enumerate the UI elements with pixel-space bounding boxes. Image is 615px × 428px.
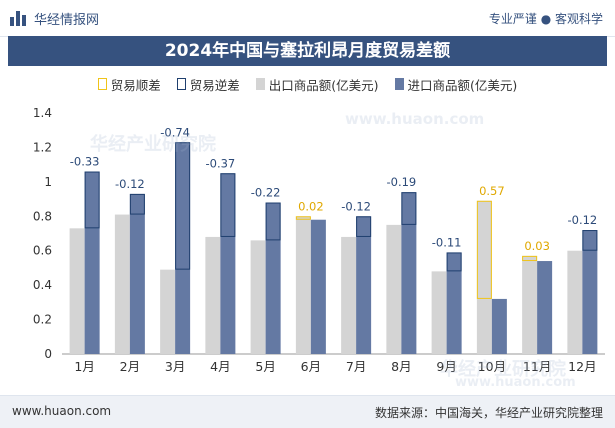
x-tick-label: 5月	[255, 359, 275, 374]
balance-label: -0.22	[251, 186, 281, 200]
x-tick-label: 8月	[391, 359, 411, 374]
footer-site: www.huaon.com	[12, 404, 112, 418]
x-tick-label: 3月	[165, 359, 185, 374]
balance-label: 0.57	[479, 184, 505, 198]
deficit-box	[401, 192, 417, 225]
x-tick-label: 10月	[478, 359, 506, 374]
y-tick-label: 0.6	[33, 244, 52, 258]
export-bar	[567, 250, 583, 354]
legend-label-imports: 进口商品额(亿美元)	[407, 77, 518, 93]
deficit-box	[84, 171, 100, 229]
balance-label: 0.03	[524, 239, 550, 253]
y-tick-label: 1	[44, 175, 52, 189]
legend-item-surplus: 贸易顺差	[97, 74, 161, 94]
y-tick-label: 1.4	[33, 106, 52, 120]
legend-swatch-surplus	[97, 78, 107, 90]
export-bar	[431, 271, 447, 354]
export-bar	[160, 269, 176, 354]
legend: 贸易顺差 贸易逆差 出口商品额(亿美元) 进口商品额(亿美元)	[0, 74, 615, 94]
chart-title: 2024年中国与塞拉利昂月度贸易差额	[8, 36, 607, 66]
top-bar: 华经情报网 专业严谨 ● 客观科学	[0, 0, 615, 37]
x-tick-label: 11月	[523, 359, 551, 374]
balance-label: -0.19	[386, 175, 416, 189]
import-bar	[175, 142, 191, 354]
import-bar	[582, 230, 598, 354]
x-tick-label: 6月	[301, 359, 321, 374]
legend-label-exports: 出口商品额(亿美元)	[268, 77, 379, 93]
export-bar	[295, 216, 311, 354]
x-tick-label: 1月	[74, 359, 94, 374]
import-bar	[84, 171, 100, 354]
export-bar	[341, 236, 357, 354]
balance-label: -0.12	[341, 199, 371, 213]
surplus-box	[522, 255, 538, 262]
import-bar	[265, 202, 281, 354]
deficit-box	[265, 202, 281, 241]
deficit-box	[220, 173, 236, 237]
legend-item-deficit: 贸易逆差	[176, 74, 240, 94]
x-tick-label: 9月	[436, 359, 456, 374]
balance-label: -0.12	[115, 177, 145, 191]
import-bar	[401, 192, 417, 354]
y-tick-label: 0.2	[33, 313, 52, 327]
import-bar	[446, 252, 462, 354]
x-tick-label: 7月	[346, 359, 366, 374]
y-tick-label: 1.2	[33, 140, 52, 154]
deficit-box	[129, 193, 145, 215]
deficit-box	[582, 230, 598, 251]
y-tick-label: 0.4	[33, 278, 52, 292]
export-bar	[522, 255, 538, 354]
export-bar	[69, 228, 85, 354]
import-bar	[129, 193, 145, 354]
balance-label: -0.74	[160, 125, 190, 139]
brand-name: 华经情报网	[34, 13, 100, 28]
slogan: 专业严谨 ● 客观科学	[488, 12, 603, 26]
deficit-box	[175, 142, 191, 270]
legend-label-deficit: 贸易逆差	[189, 77, 240, 93]
legend-label-surplus: 贸易顺差	[110, 77, 161, 93]
y-tick-label: 0.8	[33, 209, 52, 223]
brand: 华经情报网	[10, 9, 99, 28]
footer-source: 数据来源：中国海关，华经产业研究院整理	[374, 406, 603, 420]
import-bar	[356, 216, 372, 354]
import-bar	[220, 173, 236, 354]
footer: www.huaon.com 数据来源：中国海关，华经产业研究院整理	[0, 395, 615, 428]
x-tick-label: 2月	[120, 359, 140, 374]
import-bar	[310, 219, 326, 354]
legend-item-exports: 出口商品额(亿美元)	[255, 74, 379, 94]
surplus-box	[295, 216, 311, 220]
export-bar	[476, 200, 492, 354]
balance-label: -0.12	[567, 213, 597, 227]
export-bar	[250, 240, 266, 354]
deficit-box	[446, 252, 462, 272]
bar-chart: 0 0.2 0.4 0.6 0.8 1 1.2 1.4 -0.33 1月 -0.12 2月 -0.74 3…	[33, 106, 605, 374]
y-tick-label: 0	[44, 347, 52, 361]
surplus-box	[476, 200, 492, 299]
balance-label: -0.11	[432, 235, 462, 249]
balance-label: 0.02	[298, 199, 324, 213]
export-bar	[205, 236, 221, 354]
legend-swatch-exports	[255, 78, 265, 90]
legend-item-imports: 进口商品额(亿美元)	[394, 74, 518, 94]
import-bar	[537, 261, 553, 354]
x-tick-label: 12月	[568, 359, 596, 374]
brand-logo-icon	[10, 11, 28, 26]
x-tick-label: 4月	[210, 359, 230, 374]
legend-swatch-imports	[394, 78, 404, 90]
import-bar	[491, 298, 507, 354]
balance-label: -0.37	[205, 156, 235, 170]
legend-swatch-deficit	[176, 78, 186, 90]
export-bar	[386, 224, 402, 354]
deficit-box	[356, 216, 372, 237]
export-bar	[114, 214, 130, 354]
balance-label: -0.33	[70, 155, 100, 169]
